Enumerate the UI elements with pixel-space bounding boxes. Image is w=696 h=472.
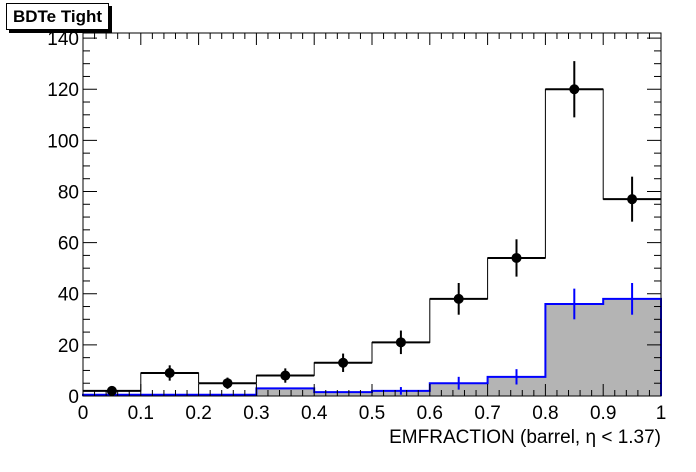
- data-point: [395, 337, 406, 348]
- y-tick-label: 60: [58, 234, 79, 255]
- x-axis-label: EMFRACTION (barrel, η < 1.37): [389, 427, 661, 448]
- y-tick-label: 0: [68, 387, 79, 408]
- data-point: [222, 378, 233, 389]
- y-tick-label: 40: [58, 285, 79, 306]
- x-tick-label: 0.8: [532, 403, 558, 424]
- y-tick-label: 120: [47, 80, 79, 101]
- x-tick-label: 0.6: [417, 403, 443, 424]
- y-tick-label: 140: [47, 29, 79, 50]
- data-point: [106, 385, 117, 396]
- y-tick-label: 20: [58, 336, 79, 357]
- x-tick-label: 1: [656, 403, 667, 424]
- y-tick-label: 80: [58, 182, 79, 203]
- data-point: [627, 194, 638, 205]
- chart-title: BDTe Tight: [6, 3, 110, 30]
- x-tick-label: 0.9: [590, 403, 616, 424]
- data-point: [453, 293, 464, 304]
- data-point: [338, 357, 349, 368]
- x-tick-label: 0.3: [243, 403, 269, 424]
- x-tick-label: 0.7: [474, 403, 500, 424]
- x-tick-label: 0.1: [128, 403, 154, 424]
- x-tick-label: 0: [78, 403, 89, 424]
- y-tick-label: 100: [47, 131, 79, 152]
- x-tick-label: 0.4: [301, 403, 328, 424]
- data-point: [511, 252, 522, 263]
- x-tick-label: 0.2: [185, 403, 211, 424]
- data-point: [569, 84, 580, 95]
- data-point: [280, 370, 291, 381]
- data-point: [164, 367, 175, 378]
- x-tick-label: 0.5: [359, 403, 385, 424]
